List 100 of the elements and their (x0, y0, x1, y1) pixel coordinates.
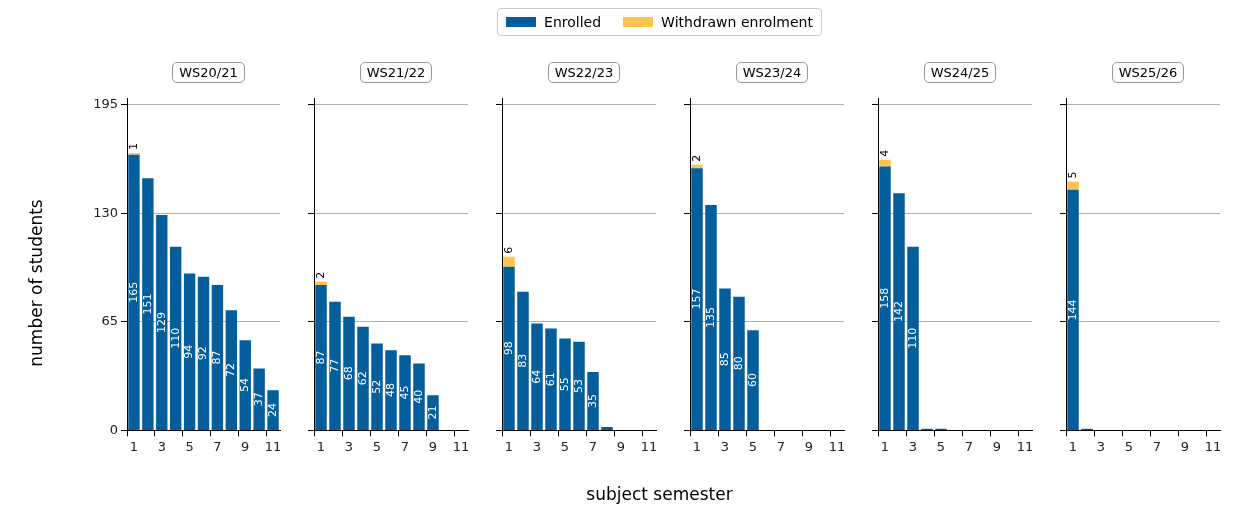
x-tick-label: 1 (504, 438, 514, 454)
x-tick-label: 11 (1016, 438, 1034, 454)
chart-title: WS25/26 (1111, 62, 1185, 83)
bar (719, 288, 731, 430)
bar (573, 341, 585, 430)
data-label: 72 (224, 363, 238, 378)
x-tick-label: 3 (344, 438, 354, 454)
bar (385, 350, 397, 430)
bar (503, 266, 515, 430)
x-tick-label: 3 (1096, 438, 1106, 454)
x-tick-label: 5 (936, 438, 946, 454)
y-tick-label: 130 (93, 204, 118, 220)
data-label: 2 (313, 271, 327, 279)
chart-title: WS20/21 (172, 62, 245, 83)
x-tick-label: 9 (1180, 438, 1190, 454)
x-tick-label: 7 (964, 438, 974, 454)
x-tick-label: 9 (616, 438, 626, 454)
data-label: 60 (745, 373, 759, 388)
data-label: 92 (196, 346, 210, 361)
data-label: 80 (731, 356, 745, 371)
x-tick-label: 5 (560, 438, 570, 454)
data-label: 1 (126, 143, 140, 151)
bar (156, 214, 168, 430)
x-tick-label: 1 (1068, 438, 1078, 454)
bar (503, 256, 515, 267)
chart-title: WS24/25 (923, 62, 997, 83)
x-tick-label: 7 (776, 438, 786, 454)
text: number of students (26, 199, 46, 367)
x-tick-label: 9 (428, 438, 438, 454)
x-tick-label: 11 (1204, 438, 1222, 454)
legend-label: Withdrawn enrolment (661, 14, 813, 30)
bar (587, 371, 599, 430)
data-label: 61 (543, 372, 557, 387)
x-tick-label: 1 (129, 438, 139, 454)
bar (705, 204, 717, 430)
x-tick-label: 11 (264, 438, 282, 454)
data-label: 158 (877, 287, 891, 309)
data-label: 6 (501, 246, 515, 254)
chart-title: WS22/23 (547, 62, 621, 83)
x-tick-label: 7 (400, 438, 410, 454)
data-label: 5 (1065, 171, 1079, 179)
bar (128, 154, 140, 430)
chart-title: WS21/22 (359, 62, 433, 83)
legend-label: Enrolled (544, 14, 602, 30)
bar (371, 343, 383, 430)
bar (879, 166, 891, 430)
bar (517, 291, 529, 430)
bar (315, 285, 327, 430)
bar (169, 246, 182, 430)
bar (211, 285, 224, 430)
data-label: 24 (265, 403, 279, 418)
bar (142, 178, 154, 430)
bar (253, 368, 265, 430)
data-label: 2 (689, 154, 703, 162)
data-label: 4 (877, 149, 891, 157)
data-label: 35 (585, 393, 599, 408)
data-label: 135 (703, 306, 717, 328)
data-label: 52 (369, 379, 383, 394)
x-tick-label: 1 (880, 438, 890, 454)
bar (907, 246, 919, 430)
x-tick-label: 9 (992, 438, 1002, 454)
bar (225, 310, 238, 430)
x-tick-label: 3 (908, 438, 918, 454)
bar (183, 273, 196, 430)
data-label: 110 (168, 327, 182, 349)
data-label: 64 (529, 369, 543, 384)
bar (691, 168, 703, 430)
x-tick-label: 3 (720, 438, 730, 454)
bar (329, 301, 341, 430)
x-tick-label: 1 (692, 438, 702, 454)
text: subject semester (585, 484, 734, 504)
data-label: 87 (313, 350, 327, 365)
data-label: 144 (1065, 299, 1079, 321)
bar (413, 363, 425, 430)
data-label: 142 (891, 301, 905, 323)
data-label: 87 (210, 350, 224, 365)
bar (315, 281, 327, 286)
x-tick-label: 5 (748, 438, 758, 454)
data-label: 129 (154, 311, 168, 333)
bar (197, 276, 210, 430)
bar (601, 427, 613, 430)
data-label: 62 (355, 371, 369, 386)
data-label: 94 (182, 344, 196, 359)
bar (559, 338, 571, 430)
data-label: 151 (140, 293, 154, 315)
x-tick-label: 5 (372, 438, 382, 454)
data-label: 48 (383, 383, 397, 398)
bar (267, 390, 279, 430)
x-tick-label: 3 (532, 438, 542, 454)
x-tick-label: 7 (588, 438, 598, 454)
bar (399, 355, 411, 430)
x-tick-label: 7 (213, 438, 222, 454)
data-label: 21 (425, 405, 439, 420)
data-label: 98 (501, 341, 515, 356)
bar (239, 340, 251, 430)
x-tick-label: 5 (1124, 438, 1134, 454)
bar (691, 164, 703, 169)
data-label: 53 (571, 378, 585, 393)
data-label: 68 (341, 366, 355, 381)
x-tick-label: 9 (241, 438, 250, 454)
